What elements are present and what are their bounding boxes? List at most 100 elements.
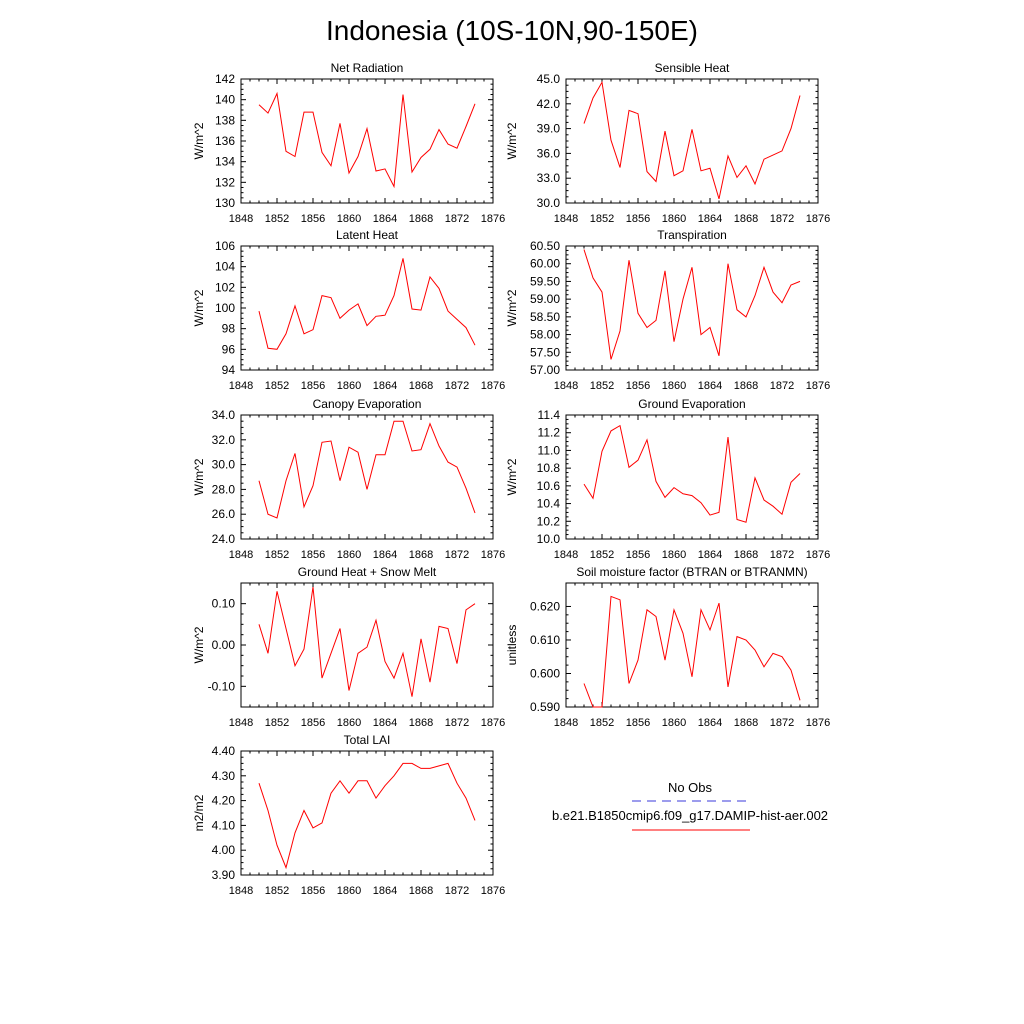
- x-tick-label: 1852: [590, 213, 614, 225]
- panel-8: Soil moisture factor (BTRAN or BTRANMN) 1…: [505, 565, 830, 729]
- y-tick-label: 98: [222, 322, 236, 336]
- x-tick-label: 1852: [590, 380, 614, 392]
- panel-title: Ground Evaporation: [638, 397, 745, 411]
- panel-title: Soil moisture factor (BTRAN or BTRANMN): [576, 565, 807, 579]
- x-tick-label: 1852: [265, 380, 289, 392]
- y-tick-label: 0.590: [530, 700, 560, 714]
- x-tick-label: 1864: [698, 717, 722, 729]
- x-tick-label: 1872: [770, 380, 794, 392]
- x-tick-label: 1848: [229, 213, 253, 225]
- x-tick-label: 1876: [481, 549, 505, 561]
- panel-title: Total LAI: [344, 733, 391, 747]
- x-tick-label: 1872: [445, 549, 469, 561]
- y-axis-label: m2/m2: [192, 794, 206, 831]
- x-tick-label: 1852: [265, 885, 289, 897]
- panel-title: Canopy Evaporation: [313, 397, 422, 411]
- panel-7: Ground Heat + Snow Melt 1848 1852 1856 1860 1…: [192, 565, 505, 729]
- x-tick-label: 1872: [445, 885, 469, 897]
- y-tick-label: 10.6: [537, 479, 561, 493]
- x-tick-label: 1876: [806, 717, 830, 729]
- plot-frame: [240, 750, 494, 876]
- series-line: [258, 762, 476, 870]
- x-tick-label: 1856: [301, 213, 325, 225]
- x-tick-label: 1852: [265, 549, 289, 561]
- plot-frame: [565, 414, 819, 540]
- y-tick-label: 10.4: [537, 497, 561, 511]
- y-axis-label: W/m^2: [505, 122, 519, 159]
- series-line: [583, 424, 801, 523]
- panel-1: Net Radiation 1848 1852 1856 1860 1864 1868 187…: [192, 61, 505, 225]
- y-tick-label: 4.00: [212, 843, 236, 857]
- legend-model-label: b.e21.B1850cmip6.f09_g17.DAMIP-hist-aer.…: [552, 808, 828, 823]
- y-tick-label: 104: [215, 260, 235, 274]
- x-tick-label: 1864: [698, 380, 722, 392]
- x-tick-label: 1876: [806, 213, 830, 225]
- panel-title: Sensible Heat: [655, 61, 730, 75]
- y-axis-label: W/m^2: [192, 458, 206, 495]
- y-tick-label: 10.0: [537, 532, 561, 546]
- y-tick-label: 94: [222, 363, 236, 377]
- panel-title: Latent Heat: [336, 228, 399, 242]
- x-tick-label: 1860: [337, 549, 361, 561]
- x-tick-label: 1848: [229, 549, 253, 561]
- x-tick-label: 1856: [626, 380, 650, 392]
- y-tick-label: 34.0: [212, 408, 236, 422]
- y-tick-label: 138: [215, 113, 235, 127]
- series-line: [583, 595, 801, 708]
- x-tick-label: 1852: [590, 717, 614, 729]
- x-tick-label: 1876: [481, 213, 505, 225]
- y-tick-label: 24.0: [212, 532, 236, 546]
- series-line: [583, 249, 801, 360]
- y-tick-label: 142: [215, 72, 235, 86]
- x-tick-label: 1864: [373, 380, 397, 392]
- y-tick-label: 11.2: [538, 426, 561, 440]
- x-tick-label: 1860: [337, 213, 361, 225]
- plot-frame: [240, 582, 494, 708]
- y-axis-label: unitless: [505, 625, 519, 666]
- y-tick-label: 130: [215, 196, 235, 210]
- y-tick-label: 60.50: [530, 239, 560, 253]
- x-tick-label: 1876: [806, 549, 830, 561]
- x-tick-label: 1856: [301, 717, 325, 729]
- x-tick-label: 1868: [409, 717, 433, 729]
- x-tick-label: 1860: [337, 885, 361, 897]
- x-tick-label: 1864: [373, 213, 397, 225]
- y-tick-label: 58.50: [530, 310, 560, 324]
- y-axis-label: W/m^2: [505, 458, 519, 495]
- x-tick-label: 1848: [229, 380, 253, 392]
- x-tick-label: 1872: [770, 717, 794, 729]
- x-tick-label: 1856: [301, 380, 325, 392]
- plot-frame: [240, 414, 494, 540]
- y-tick-label: 59.00: [530, 292, 560, 306]
- x-tick-label: 1876: [481, 717, 505, 729]
- panel-9: Total LAI 1848 1852 1856 1860 1864 1868 1872 187…: [192, 733, 505, 897]
- x-tick-label: 1860: [662, 549, 686, 561]
- x-tick-label: 1856: [626, 213, 650, 225]
- x-tick-label: 1864: [373, 885, 397, 897]
- y-tick-label: 58.00: [530, 328, 560, 342]
- legend-obs-label: No Obs: [668, 780, 713, 795]
- x-tick-label: 1856: [301, 885, 325, 897]
- x-tick-label: 1864: [373, 549, 397, 561]
- x-tick-label: 1872: [445, 717, 469, 729]
- y-tick-label: 60.00: [530, 257, 560, 271]
- series-line: [258, 587, 476, 697]
- x-tick-label: 1868: [734, 549, 758, 561]
- y-tick-label: 26.0: [212, 507, 236, 521]
- x-tick-label: 1872: [770, 549, 794, 561]
- x-tick-label: 1872: [770, 213, 794, 225]
- x-tick-label: 1848: [229, 717, 253, 729]
- x-tick-label: 1868: [734, 380, 758, 392]
- x-tick-label: 1852: [590, 549, 614, 561]
- series-line: [258, 258, 476, 350]
- x-tick-label: 1872: [445, 380, 469, 392]
- y-tick-label: 102: [215, 280, 235, 294]
- y-tick-label: 39.0: [537, 122, 561, 136]
- panel-4: Transpiration 1848 1852 1856 1860 1864 1868 187…: [505, 228, 830, 392]
- x-tick-label: 1868: [409, 213, 433, 225]
- y-tick-label: 45.0: [537, 72, 561, 86]
- x-tick-label: 1860: [662, 380, 686, 392]
- panel-6: Ground Evaporation 1848 1852 1856 1860 1864 18…: [505, 397, 830, 561]
- y-tick-label: 11.4: [538, 408, 561, 422]
- y-tick-label: 132: [215, 175, 235, 189]
